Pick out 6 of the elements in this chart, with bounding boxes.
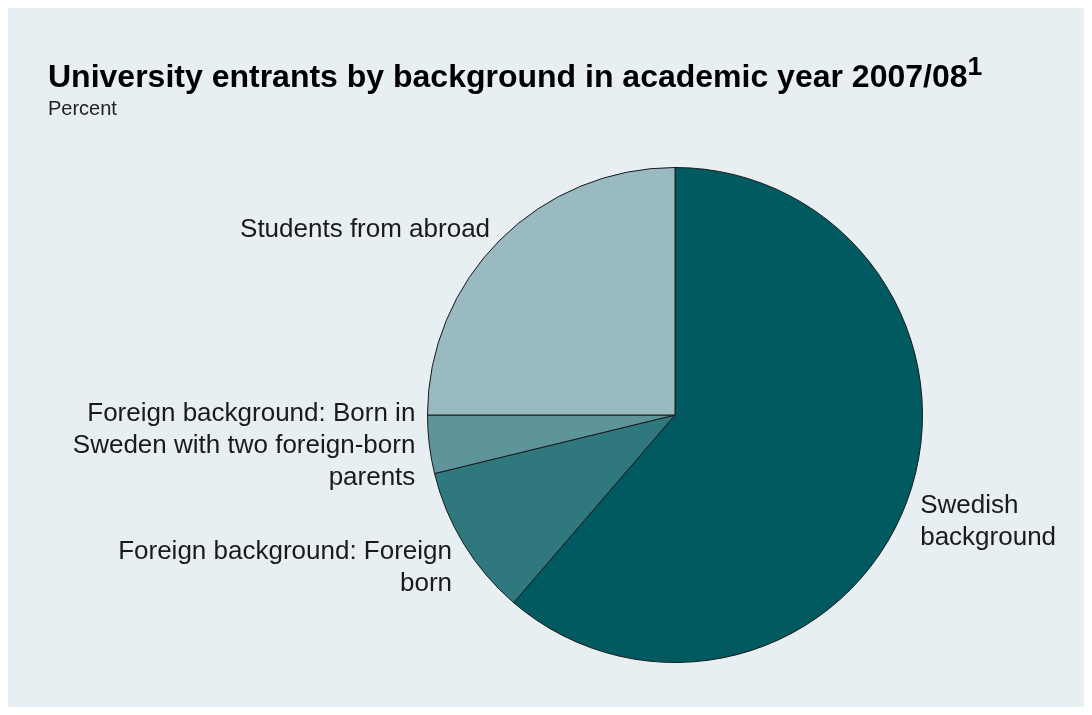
slice-label: Foreign background: Foreign born (118, 534, 453, 597)
slice-label: Students from abroad (240, 213, 491, 244)
slice-label: Swedish background (920, 489, 1057, 552)
slice-label: Foreign background: Born in Sweden with two foreign-born parents (72, 397, 416, 492)
chart-title: University entrants by background in academic year 2007/08$^{1}$ (48, 50, 984, 96)
chart-subtitle: Percent (48, 95, 118, 120)
